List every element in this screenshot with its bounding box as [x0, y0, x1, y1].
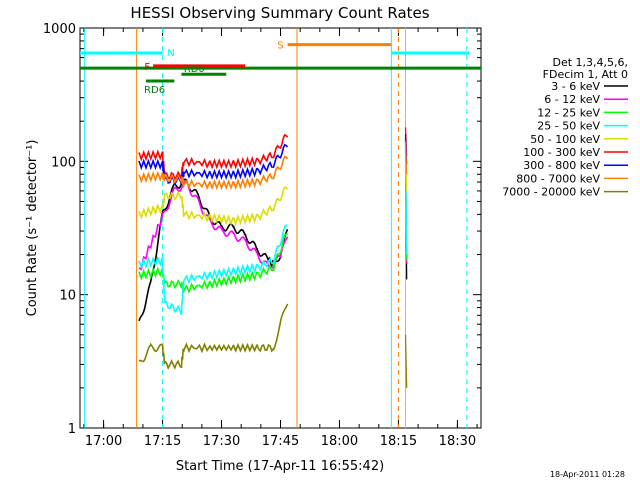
x-tick-label: 17:30: [203, 434, 240, 449]
legend-entry-label: 3 - 6 keV: [551, 80, 600, 93]
chart-marks: N F RD0 RD6 S: [80, 28, 481, 428]
x-tick-label: 18:00: [321, 434, 358, 449]
flag-label-s: S: [277, 41, 283, 52]
x-tick-label: 18:15: [380, 434, 417, 449]
footer-timestamp: 18-Apr-2011 01:28: [550, 470, 625, 479]
series-line: [138, 224, 288, 316]
x-axis-label: Start Time (17-Apr-11 16:55:42): [176, 459, 384, 474]
legend-entry-label: 50 - 100 keV: [530, 133, 600, 146]
flag-label-n: N: [167, 48, 174, 59]
series-line: [138, 179, 289, 271]
legend-header: FDecim 1, Att 0: [543, 68, 628, 81]
legend-entry-label: 25 - 50 keV: [537, 120, 600, 133]
legend: Det 1,3,4,5,6,FDecim 1, Att 03 - 6 keV6 …: [502, 56, 628, 199]
flag-label-rd6: RD6: [144, 85, 165, 96]
chart-title: HESSI Observing Summary Count Rates: [130, 4, 429, 22]
y-axis-label: Count Rate (s⁻¹ detector⁻¹): [25, 140, 40, 317]
series-line: [138, 303, 289, 370]
plot-frame: [79, 27, 482, 429]
series-line-segment: [404, 141, 408, 175]
x-tick-label: 17:15: [144, 434, 181, 449]
legend-entry-label: 6 - 12 keV: [544, 93, 600, 106]
legend-header: Det 1,3,4,5,6,: [552, 56, 628, 69]
series-line: [138, 178, 289, 322]
series-line-segment: [404, 334, 408, 388]
flag-label-rd0: RD0: [184, 64, 205, 75]
x-tick-label: 18:30: [439, 434, 476, 449]
y-tick-label: 1: [68, 422, 76, 437]
legend-entry-label: 100 - 300 keV: [523, 146, 600, 159]
y-tick-label: 1000: [43, 22, 76, 37]
x-tick-label: 17:00: [85, 434, 122, 449]
axes: 1 10 100 1000 17:00 17:15 17:30 17:45 18:00 18:15…: [43, 22, 482, 449]
series-line: [138, 155, 289, 191]
y-tick-label: 10: [59, 289, 76, 304]
legend-entry-label: 800 - 7000 keV: [516, 172, 600, 185]
legend-entry-label: 300 - 800 keV: [523, 159, 600, 172]
series-line: [138, 186, 289, 227]
y-tick-label: 100: [51, 155, 76, 170]
legend-entry-label: 7000 - 20000 keV: [502, 186, 600, 199]
series-line: [138, 133, 289, 181]
x-tick-label: 17:45: [262, 434, 299, 449]
flag-label-f: F: [144, 62, 150, 73]
legend-entry-label: 12 - 25 keV: [537, 106, 600, 119]
